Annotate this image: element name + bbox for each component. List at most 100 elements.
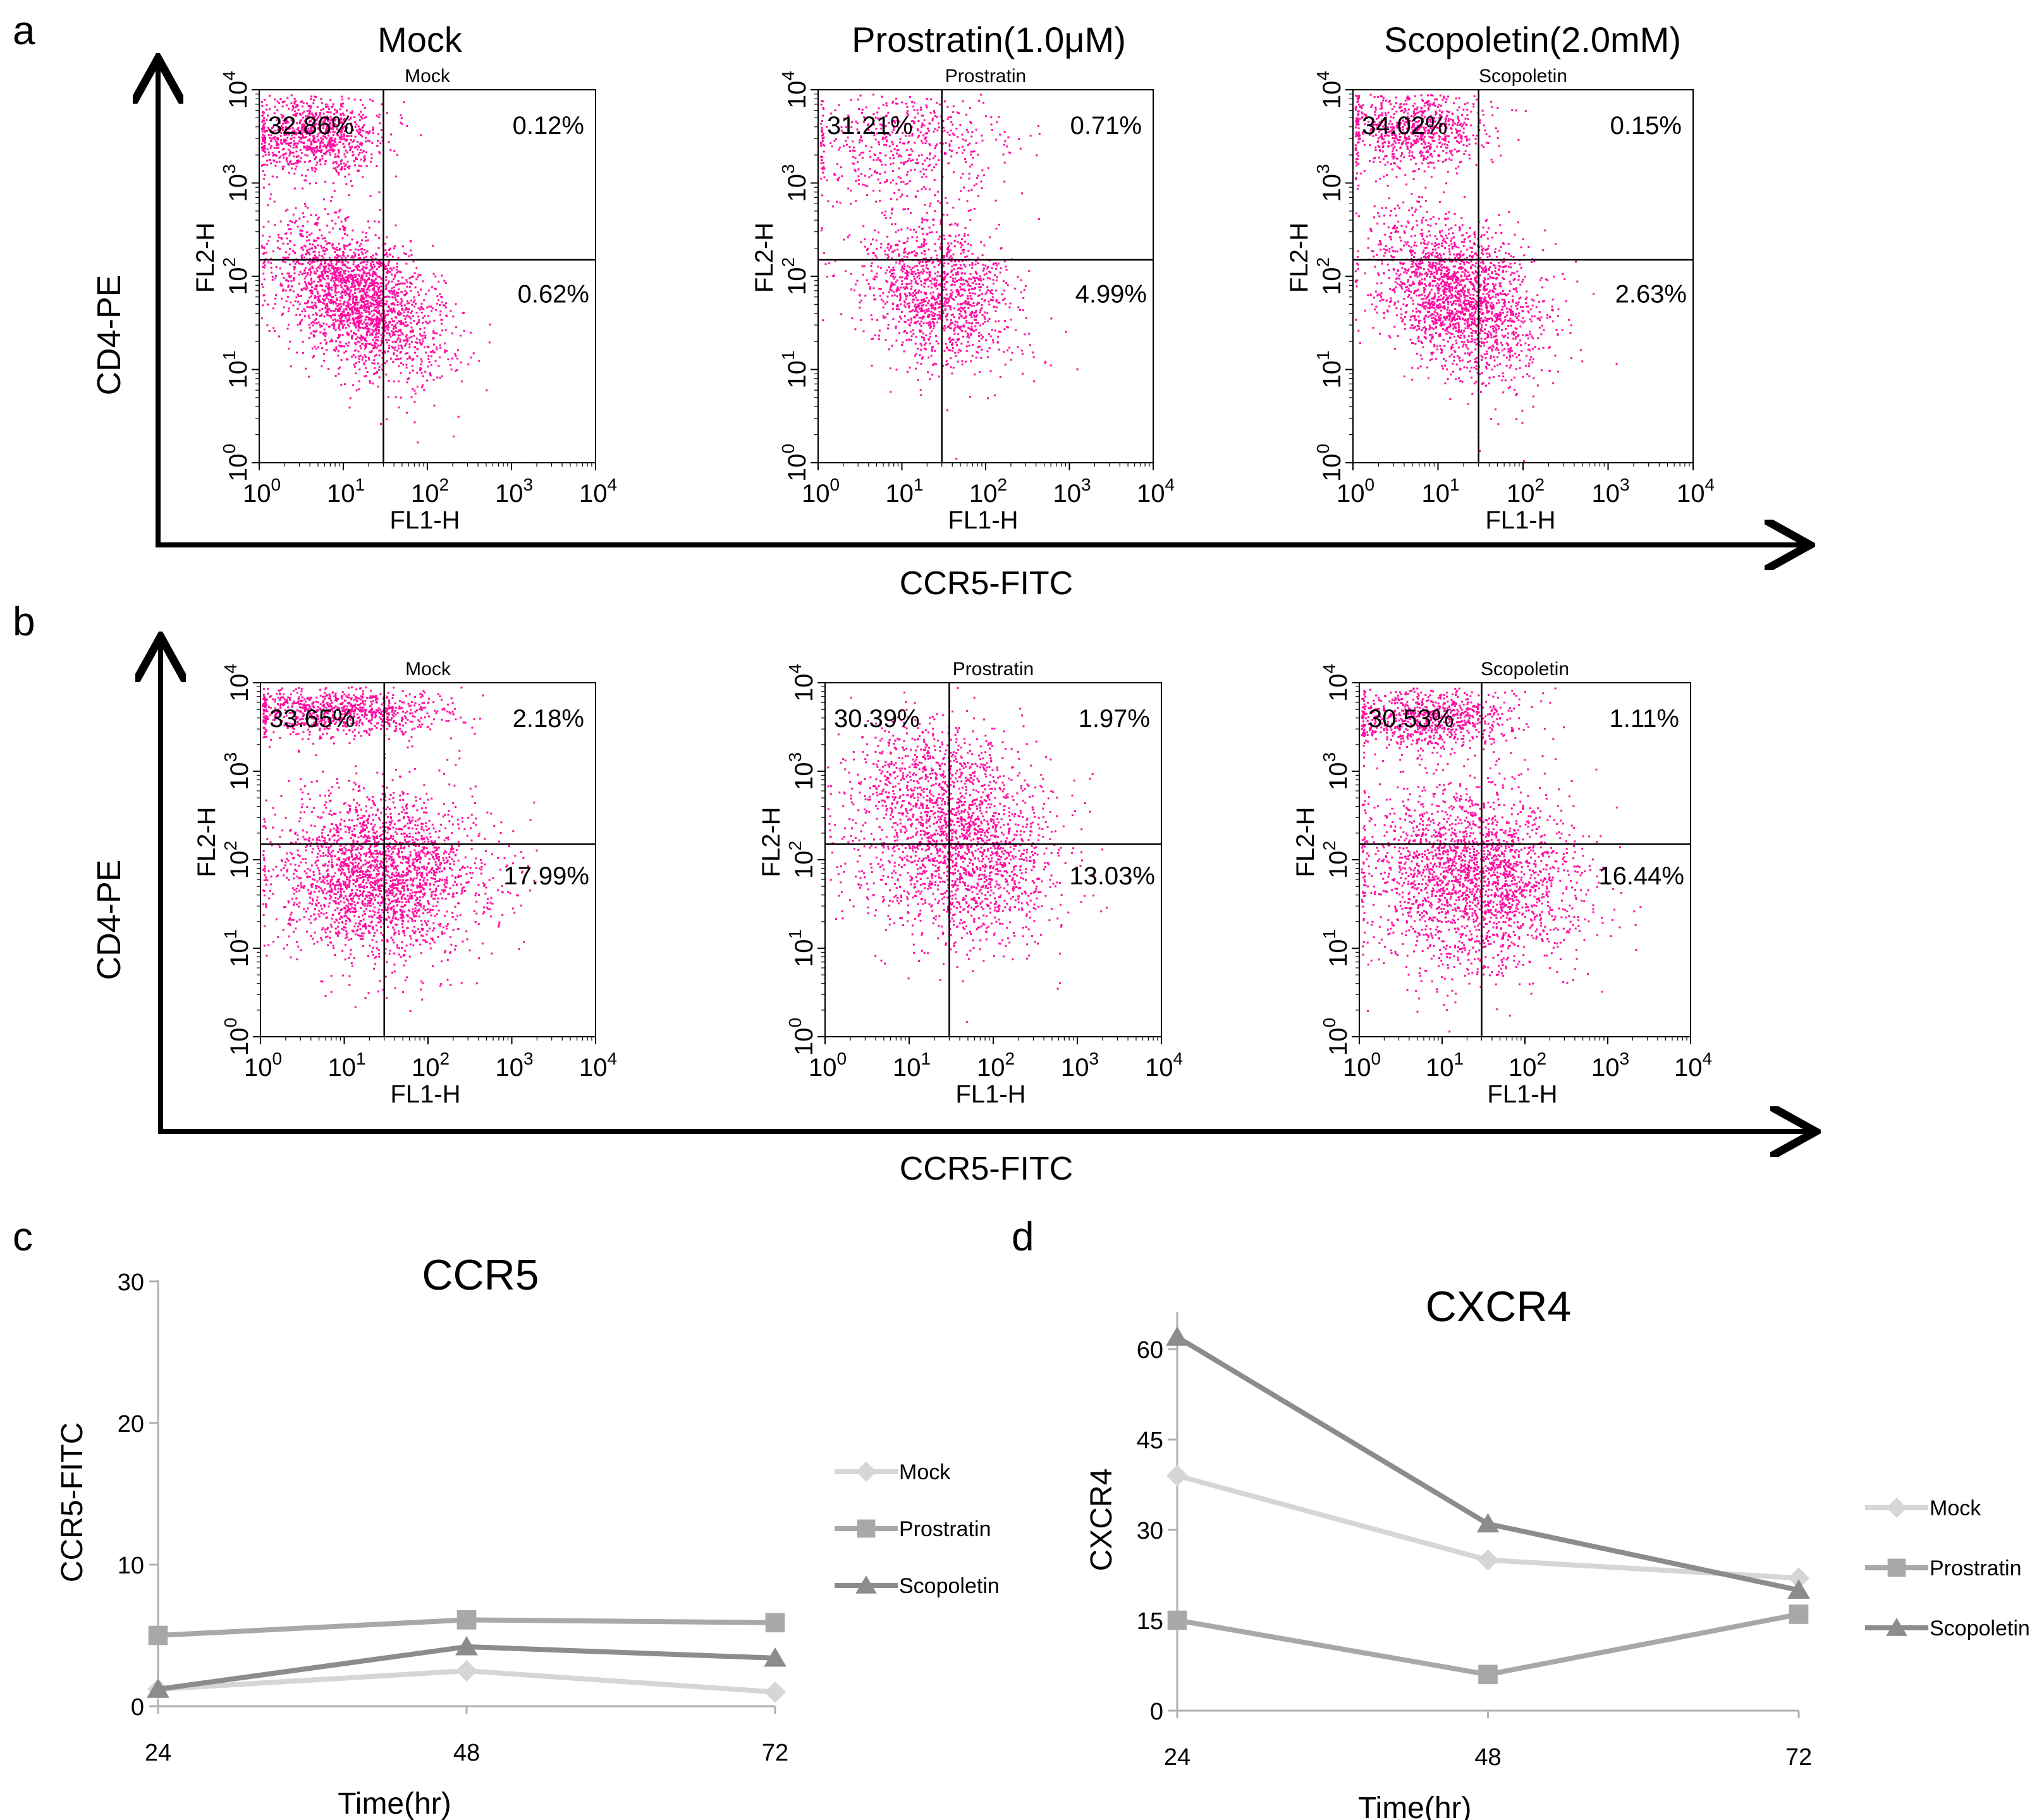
- event-dot: [376, 295, 378, 296]
- event-dot: [378, 191, 380, 193]
- event-dot: [314, 322, 315, 324]
- event-dot: [387, 270, 389, 272]
- event-dot: [302, 230, 303, 232]
- event-dot: [340, 384, 342, 386]
- event-dot: [305, 180, 307, 181]
- event-dot: [417, 291, 419, 293]
- event-dot: [415, 341, 417, 343]
- event-dot: [397, 295, 399, 296]
- event-dot: [380, 344, 382, 346]
- event-dot: [297, 324, 299, 326]
- event-dot: [413, 390, 415, 392]
- event-dot: [365, 232, 367, 234]
- event-dot: [338, 327, 340, 329]
- event-dot: [374, 318, 376, 320]
- event-dot: [310, 95, 312, 97]
- event-dot: [293, 156, 295, 157]
- event-dot: [263, 123, 265, 125]
- event-dot: [287, 296, 289, 298]
- event-dot: [411, 310, 413, 312]
- event-dot: [315, 284, 317, 286]
- event-dot: [322, 290, 324, 291]
- column-title-mock: Mock: [377, 20, 463, 59]
- event-dot: [303, 216, 305, 218]
- event-dot: [408, 308, 410, 310]
- event-dot: [374, 221, 376, 223]
- event-dot: [338, 243, 340, 245]
- event-dot: [326, 310, 328, 312]
- event-dot: [393, 267, 395, 269]
- event-dot: [420, 343, 422, 345]
- event-dot: [352, 298, 354, 300]
- event-dot: [403, 101, 405, 103]
- event-dot: [372, 362, 374, 364]
- event-dot: [334, 251, 336, 253]
- event-dot: [355, 274, 357, 276]
- event-dot: [422, 376, 424, 377]
- event-dot: [341, 237, 343, 239]
- event-dot: [312, 307, 314, 309]
- event-dot: [319, 310, 321, 312]
- event-dot: [341, 257, 343, 259]
- event-dot: [300, 141, 302, 143]
- event-dot: [369, 278, 370, 280]
- event-dot: [282, 106, 284, 107]
- event-dot: [364, 303, 365, 305]
- event-dot: [271, 272, 272, 274]
- event-dot: [412, 331, 414, 333]
- event-dot: [343, 308, 345, 310]
- event-dot: [315, 164, 317, 166]
- event-dot: [392, 341, 394, 343]
- event-dot: [371, 333, 373, 334]
- event-dot: [317, 218, 319, 220]
- event-dot: [401, 123, 403, 125]
- event-dot: [268, 183, 270, 185]
- event-dot: [312, 102, 314, 104]
- event-dot: [424, 337, 426, 339]
- event-dot: [402, 245, 404, 247]
- event-dot: [399, 334, 401, 336]
- event-dot: [357, 288, 358, 290]
- event-dot: [276, 266, 278, 268]
- event-dot: [338, 291, 340, 293]
- event-dot: [270, 193, 272, 195]
- event-dot: [336, 249, 338, 251]
- event-dot: [407, 339, 408, 341]
- event-dot: [329, 315, 331, 317]
- event-dot: [358, 369, 360, 370]
- event-dot: [369, 380, 370, 382]
- event-dot: [298, 274, 300, 276]
- event-dot: [323, 295, 325, 297]
- event-dot: [395, 324, 396, 326]
- event-dot: [389, 322, 391, 324]
- event-dot: [341, 221, 343, 223]
- event-dot: [340, 284, 342, 286]
- event-dot: [353, 319, 355, 321]
- event-dot: [302, 188, 303, 190]
- event-dot: [342, 334, 344, 336]
- event-dot: [441, 296, 443, 298]
- event-dot: [357, 310, 359, 312]
- event-dot: [321, 155, 323, 157]
- event-dot: [380, 334, 382, 336]
- event-dot: [413, 335, 415, 337]
- event-dot: [278, 336, 280, 338]
- event-dot: [354, 253, 356, 255]
- event-dot: [312, 324, 314, 326]
- event-dot: [362, 266, 364, 267]
- event-dot: [386, 236, 388, 238]
- event-dot: [433, 273, 435, 275]
- event-dot: [312, 314, 314, 315]
- event-dot: [298, 217, 300, 219]
- event-dot: [353, 363, 355, 365]
- event-dot: [369, 328, 370, 330]
- event-dot: [379, 297, 381, 299]
- event-dot: [277, 247, 279, 249]
- event-dot: [326, 314, 328, 315]
- event-dot: [374, 324, 376, 326]
- event-dot: [329, 231, 331, 233]
- event-dot: [365, 308, 367, 310]
- event-dot: [313, 281, 315, 283]
- event-dot: [307, 207, 309, 209]
- event-dot: [368, 308, 370, 310]
